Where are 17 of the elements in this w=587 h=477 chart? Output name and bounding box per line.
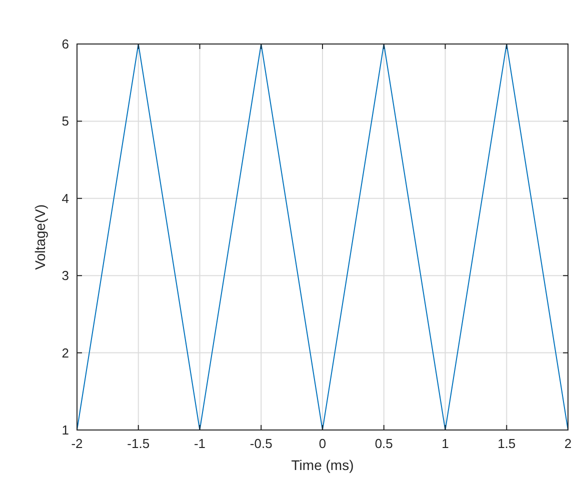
x-tick-label: -1.5 xyxy=(127,436,150,451)
x-tick-label: -0.5 xyxy=(250,436,272,451)
x-tick-label: -2 xyxy=(71,436,83,451)
x-tick-label: 0 xyxy=(318,436,326,451)
x-tick-label: -1 xyxy=(194,436,206,451)
y-tick-label: 2 xyxy=(62,345,69,360)
x-tick-label: 1.5 xyxy=(498,436,516,451)
y-tick-label: 6 xyxy=(62,36,69,52)
y-tick-label: 3 xyxy=(62,268,69,284)
x-axis-title: Time (ms) xyxy=(291,457,354,473)
x-tick-label: 0.5 xyxy=(374,436,393,451)
x-tick-label: 2 xyxy=(564,436,572,451)
y-tick-label: 5 xyxy=(62,114,69,129)
y-axis-title: Voltage(V) xyxy=(32,204,48,270)
y-tick-label: 4 xyxy=(62,190,69,206)
x-tick-label: 1 xyxy=(442,436,449,451)
y-tick-label: 1 xyxy=(62,422,69,438)
